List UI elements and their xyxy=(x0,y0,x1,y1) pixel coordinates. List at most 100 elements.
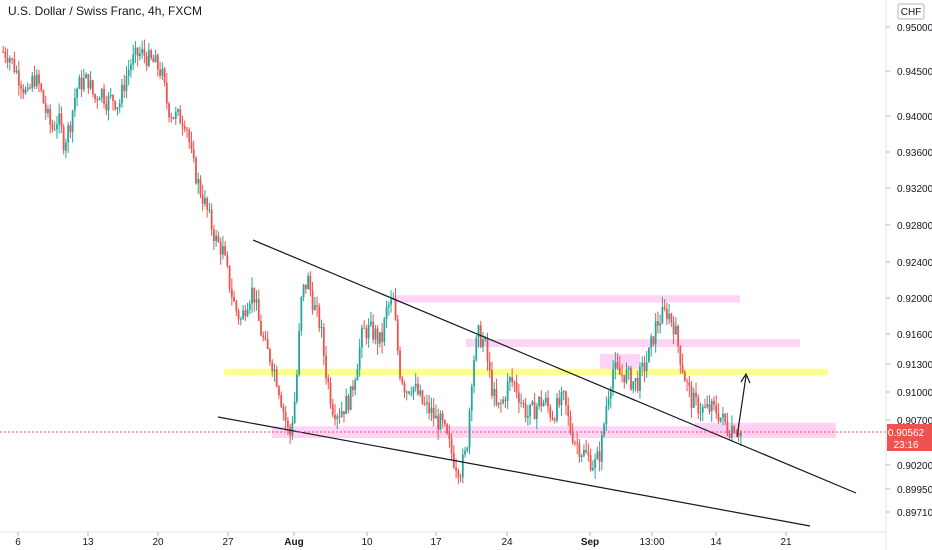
candle-body xyxy=(309,276,312,291)
candle-body xyxy=(385,306,388,320)
candle-body xyxy=(172,117,175,119)
candle-body xyxy=(515,382,518,393)
yellow-zone[interactable] xyxy=(224,368,828,376)
currency-badge[interactable]: CHF xyxy=(897,3,925,20)
candle-body xyxy=(708,404,711,412)
last-price-value: 0.90562 xyxy=(888,428,925,439)
candle-body xyxy=(690,386,693,408)
candle-body xyxy=(387,304,390,307)
candle-body xyxy=(302,284,305,298)
projection-arrow[interactable] xyxy=(736,375,747,438)
time-tick-label: 17 xyxy=(430,537,442,548)
candle-body xyxy=(585,450,588,453)
price-tick-label: 0.95000 xyxy=(897,23,932,34)
time-tick-label: Sep xyxy=(581,537,599,548)
pink-zone[interactable] xyxy=(393,295,740,303)
candle-body xyxy=(230,289,233,297)
candle-body xyxy=(89,80,92,89)
candle-body xyxy=(704,406,706,408)
candle-body xyxy=(405,391,408,393)
candle-body xyxy=(372,321,375,340)
candle-body xyxy=(47,108,49,113)
candle-body xyxy=(493,389,496,396)
candle-body xyxy=(132,54,135,65)
price-tick-label: 0.91000 xyxy=(897,388,932,399)
candle-body xyxy=(300,297,303,331)
candle-body xyxy=(419,390,422,395)
candle-body xyxy=(4,51,7,58)
candle-body xyxy=(82,78,85,90)
candle-body xyxy=(33,75,36,87)
candle-body xyxy=(674,325,677,335)
candle-body xyxy=(695,392,697,398)
candle-body xyxy=(630,368,632,390)
price-axis[interactable]: 0.95000 0.94500 0.94000 0.93600 0.93200 0.928… xyxy=(886,23,932,519)
candle-body xyxy=(524,403,527,418)
lower-trendline[interactable] xyxy=(217,416,811,527)
time-tick-label: 20 xyxy=(152,537,164,548)
time-axis[interactable]: 6 13 20 27 Aug 10 17 24 Sep 13:00 14 21 xyxy=(15,532,792,548)
upper-trendline[interactable] xyxy=(252,239,857,494)
candle-body xyxy=(596,451,599,460)
candle-body xyxy=(668,313,671,320)
candle-body xyxy=(688,382,691,387)
candle-body xyxy=(361,327,363,348)
time-tick-label: Aug xyxy=(284,537,303,548)
candle-body xyxy=(491,370,493,396)
candle-body xyxy=(246,309,249,317)
candle-body xyxy=(719,417,722,422)
candle-body xyxy=(35,74,38,87)
candle-body xyxy=(17,70,20,86)
candle-body xyxy=(105,103,108,111)
candle-body xyxy=(260,320,262,336)
candle-body xyxy=(713,400,715,405)
candle-body xyxy=(2,51,5,53)
candle-body xyxy=(98,98,101,101)
candle-body xyxy=(165,82,168,104)
candle-body xyxy=(233,296,235,302)
candle-body xyxy=(271,362,274,372)
candle-body xyxy=(161,68,164,76)
candle-body xyxy=(663,307,666,309)
candle-body xyxy=(239,318,242,320)
time-tick-label: 13:00 xyxy=(639,537,664,548)
candle-body xyxy=(192,149,195,159)
candle-body xyxy=(242,310,244,319)
candle-body xyxy=(143,48,146,56)
candle-body xyxy=(410,393,413,395)
candle-body xyxy=(506,381,509,401)
candle-body xyxy=(446,424,449,434)
candle-body xyxy=(728,433,731,438)
pink-zone[interactable] xyxy=(695,422,836,437)
candle-body xyxy=(262,335,265,338)
candle-body xyxy=(363,327,366,329)
candle-body xyxy=(632,381,635,390)
candle-body xyxy=(374,328,377,340)
candle-body xyxy=(659,323,662,326)
candle-body xyxy=(183,126,186,130)
candle-body xyxy=(520,402,523,404)
candle-body xyxy=(325,355,327,379)
price-tick-label: 0.94500 xyxy=(897,67,932,78)
candle-body xyxy=(670,313,673,323)
candle-body xyxy=(401,377,404,384)
pink-zone[interactable] xyxy=(466,339,800,347)
candle-body xyxy=(352,386,354,391)
candle-body xyxy=(636,378,639,391)
candle-body xyxy=(253,287,256,303)
last-price-countdown: 23:16 xyxy=(893,440,918,451)
time-tick-label: 27 xyxy=(222,537,234,548)
candle-body xyxy=(634,378,637,382)
candle-body xyxy=(511,377,514,383)
candle-body xyxy=(513,382,516,384)
candle-body xyxy=(40,83,43,91)
candle-body xyxy=(329,382,332,405)
candle-body xyxy=(408,391,410,394)
candle-body xyxy=(717,413,720,422)
candle-body xyxy=(735,432,738,434)
candle-body xyxy=(31,75,34,89)
candle-body xyxy=(583,450,585,456)
candle-body xyxy=(578,443,581,457)
candle-body xyxy=(367,324,370,339)
